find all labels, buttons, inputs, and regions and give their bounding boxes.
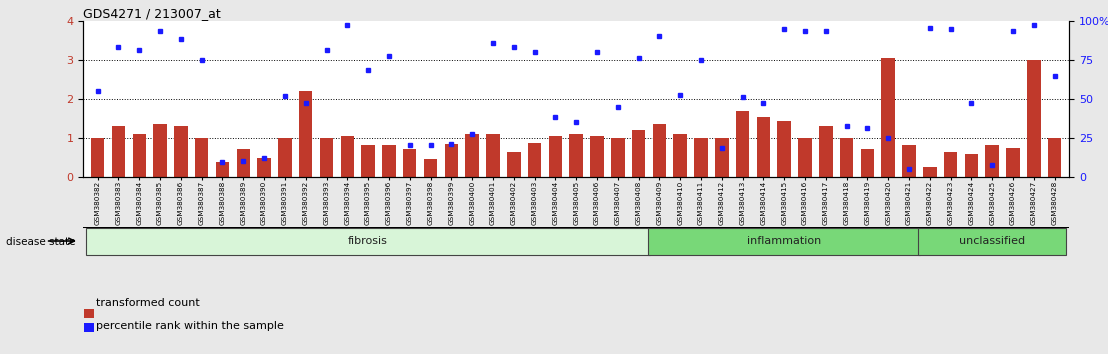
Bar — [382, 145, 396, 177]
Bar — [153, 124, 167, 177]
Bar — [507, 152, 521, 177]
Bar — [84, 309, 93, 318]
Bar — [653, 124, 666, 177]
Bar — [944, 152, 957, 177]
Bar — [84, 323, 93, 331]
Bar — [611, 138, 625, 177]
Text: disease state: disease state — [6, 238, 75, 247]
Bar — [965, 154, 978, 177]
Bar — [902, 145, 916, 177]
Bar — [465, 134, 479, 177]
Bar — [216, 162, 229, 177]
Bar — [882, 58, 895, 177]
Bar — [403, 149, 417, 177]
Bar — [86, 228, 650, 255]
Text: inflammation: inflammation — [747, 236, 821, 246]
Bar — [715, 138, 729, 177]
Bar — [361, 145, 375, 177]
Bar — [757, 117, 770, 177]
Bar — [819, 126, 832, 177]
Bar — [695, 138, 708, 177]
Bar — [570, 134, 583, 177]
Bar — [1006, 148, 1019, 177]
Text: unclassified: unclassified — [960, 236, 1025, 246]
Bar — [923, 167, 936, 177]
Bar — [527, 143, 542, 177]
Bar — [486, 134, 500, 177]
Bar — [320, 138, 334, 177]
Bar — [861, 149, 874, 177]
Bar — [985, 145, 999, 177]
Bar — [632, 130, 645, 177]
Bar — [1048, 138, 1061, 177]
Bar — [340, 136, 355, 177]
Bar — [444, 144, 458, 177]
Bar — [133, 134, 146, 177]
Bar — [648, 228, 921, 255]
Bar — [174, 126, 187, 177]
Bar — [736, 111, 749, 177]
Bar — [423, 159, 438, 177]
Text: fibrosis: fibrosis — [348, 236, 388, 246]
Bar — [278, 138, 291, 177]
Bar — [548, 136, 562, 177]
Bar — [257, 158, 270, 177]
Bar — [195, 138, 208, 177]
Text: percentile rank within the sample: percentile rank within the sample — [96, 321, 285, 331]
Bar — [798, 138, 812, 177]
Bar — [112, 126, 125, 177]
Bar — [299, 91, 312, 177]
Text: transformed count: transformed count — [96, 298, 201, 308]
Text: GDS4271 / 213007_at: GDS4271 / 213007_at — [83, 7, 220, 20]
Bar — [840, 138, 853, 177]
Bar — [778, 120, 791, 177]
Bar — [919, 228, 1066, 255]
Bar — [91, 138, 104, 177]
Bar — [1027, 60, 1040, 177]
Bar — [674, 134, 687, 177]
Bar — [591, 136, 604, 177]
Bar — [236, 149, 250, 177]
